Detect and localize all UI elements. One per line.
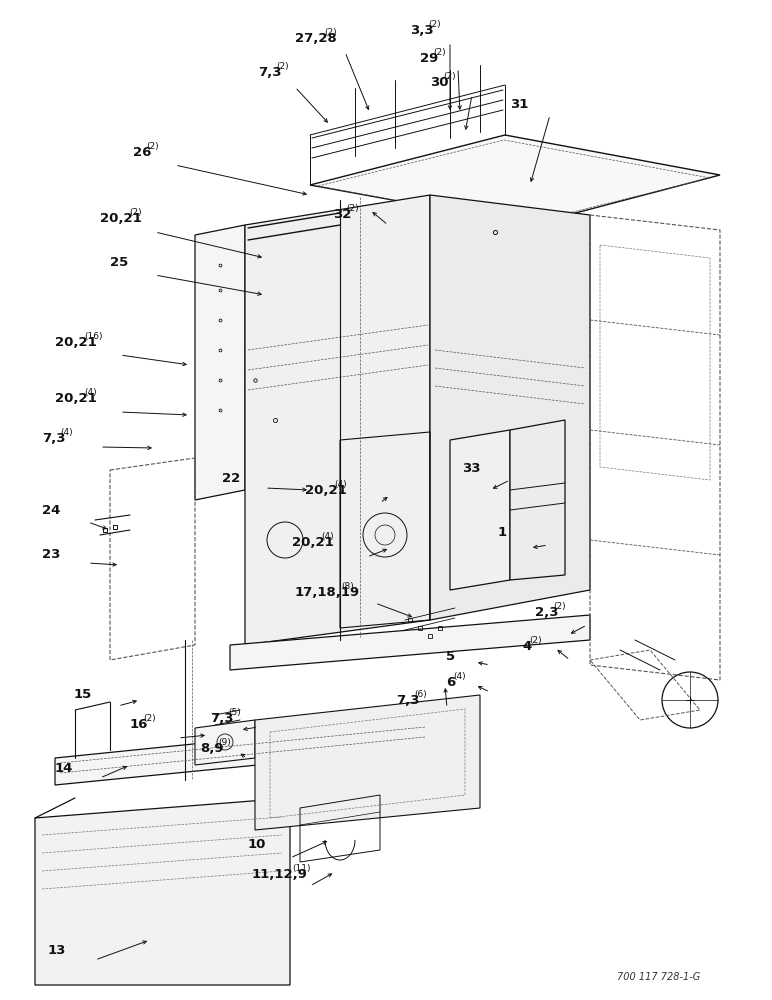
Text: 24: 24 xyxy=(42,504,60,516)
Text: (2): (2) xyxy=(346,205,359,214)
Text: 4: 4 xyxy=(522,641,531,654)
Text: (2): (2) xyxy=(324,27,337,36)
Text: 13: 13 xyxy=(48,944,66,956)
Polygon shape xyxy=(430,195,590,620)
Text: (9): (9) xyxy=(218,738,232,746)
Text: (2): (2) xyxy=(428,19,441,28)
Text: (2): (2) xyxy=(530,637,542,646)
Text: (4): (4) xyxy=(60,428,73,436)
Text: 8,9: 8,9 xyxy=(200,742,224,754)
Text: 20,21: 20,21 xyxy=(305,484,347,496)
Text: (2): (2) xyxy=(554,601,566,610)
Text: 20,21: 20,21 xyxy=(55,391,96,404)
Text: 7,3: 7,3 xyxy=(210,712,233,724)
Text: (2): (2) xyxy=(443,73,455,82)
Polygon shape xyxy=(245,195,430,645)
Polygon shape xyxy=(510,420,565,580)
Polygon shape xyxy=(195,720,255,765)
Polygon shape xyxy=(255,695,480,830)
Text: (4): (4) xyxy=(453,672,466,682)
Text: 6: 6 xyxy=(446,676,455,690)
Text: (2): (2) xyxy=(433,47,445,56)
Text: 1: 1 xyxy=(498,526,507,540)
Text: 29: 29 xyxy=(420,51,438,64)
Text: 2,3: 2,3 xyxy=(535,605,558,618)
Text: (6): (6) xyxy=(415,690,427,698)
Text: 20,21: 20,21 xyxy=(100,212,142,225)
Text: 5: 5 xyxy=(446,650,455,664)
Polygon shape xyxy=(35,798,290,985)
Text: 7,3: 7,3 xyxy=(42,432,66,444)
Text: (8): (8) xyxy=(341,582,354,590)
Text: 22: 22 xyxy=(222,472,240,485)
Text: 11,12,9: 11,12,9 xyxy=(252,868,308,882)
Text: 32: 32 xyxy=(333,209,351,222)
Text: 31: 31 xyxy=(510,99,528,111)
Polygon shape xyxy=(450,430,510,590)
Text: (11): (11) xyxy=(293,864,311,874)
Text: 27,28: 27,28 xyxy=(295,31,337,44)
Text: 10: 10 xyxy=(248,838,266,852)
Text: 7,3: 7,3 xyxy=(258,66,282,80)
Text: (2): (2) xyxy=(143,714,156,724)
Text: 14: 14 xyxy=(55,762,73,774)
Text: (5): (5) xyxy=(229,708,241,716)
Text: 20,21: 20,21 xyxy=(292,536,334,550)
Text: 20,21: 20,21 xyxy=(55,336,96,349)
Text: (2): (2) xyxy=(130,208,142,217)
Polygon shape xyxy=(230,615,590,670)
Text: (2): (2) xyxy=(276,62,290,72)
Text: 7,3: 7,3 xyxy=(396,694,419,706)
Text: 26: 26 xyxy=(133,145,151,158)
Text: 30: 30 xyxy=(430,77,449,90)
Text: 33: 33 xyxy=(462,462,480,475)
Text: 3,3: 3,3 xyxy=(410,23,434,36)
Polygon shape xyxy=(55,720,430,785)
Text: (4): (4) xyxy=(321,532,334,542)
Text: 15: 15 xyxy=(74,688,92,702)
Text: (16): (16) xyxy=(84,332,103,340)
Text: (2): (2) xyxy=(146,141,158,150)
Polygon shape xyxy=(195,225,245,500)
Polygon shape xyxy=(310,135,720,225)
Text: 17,18,19: 17,18,19 xyxy=(295,585,360,598)
Text: 16: 16 xyxy=(130,718,148,732)
Text: 25: 25 xyxy=(110,256,128,269)
Text: 23: 23 xyxy=(42,548,60,562)
Text: 700 117 728-1-G: 700 117 728-1-G xyxy=(617,972,700,982)
Text: (4): (4) xyxy=(334,480,347,488)
Text: (4): (4) xyxy=(84,387,97,396)
